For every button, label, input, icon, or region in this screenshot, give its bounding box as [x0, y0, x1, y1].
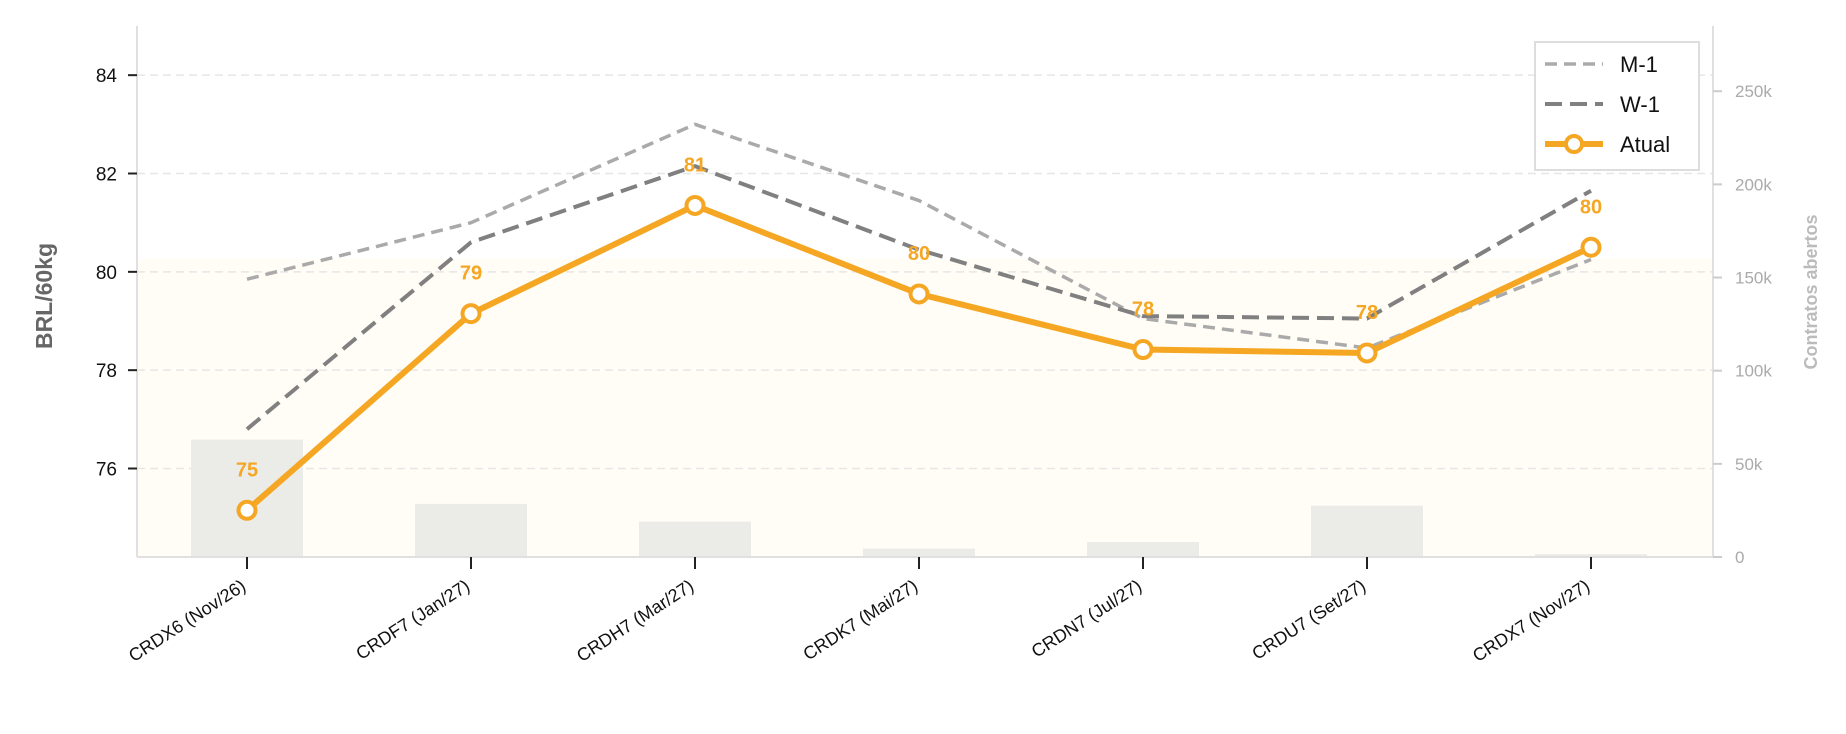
data-labels: 75 79 81 80 78 78 80 [236, 154, 1602, 481]
series-line-w-1 [245, 164, 1592, 431]
series-point-atual [908, 283, 930, 305]
open-interest-bar [415, 503, 527, 557]
y2-tick-label: 200k [1735, 175, 1772, 194]
y2-tick-label: 150k [1735, 269, 1772, 288]
data-label: 78 [1132, 299, 1154, 321]
data-label: 81 [684, 154, 706, 176]
series-point-atual [1580, 236, 1602, 258]
x-tick-label: CRDX6 (Nov/26) [125, 576, 249, 666]
data-label: 78 [1356, 302, 1378, 324]
x-tick-label: CRDH7 (Mar/27) [573, 576, 697, 666]
open-interest-bar [1087, 542, 1199, 557]
y-tick-label: 80 [96, 263, 117, 284]
y2-axis-label: Contratos abertos [1801, 214, 1821, 369]
series-lines [236, 122, 1602, 521]
x-tick-label: CRDU7 (Set/27) [1248, 576, 1369, 664]
x-tick-label: CRDF7 (Jan/27) [352, 576, 473, 664]
open-interest-bar [639, 521, 751, 557]
series-point-atual [1356, 342, 1378, 364]
x-tick-label: CRDN7 (Jul/27) [1028, 576, 1145, 662]
series-point-atual [684, 194, 706, 216]
data-label: 80 [1580, 196, 1602, 218]
series-point-atual [236, 499, 258, 521]
series-line-m-1 [246, 122, 1592, 350]
legend-box [1534, 41, 1700, 171]
x-tick-label: CRDX7 (Nov/27) [1469, 576, 1593, 666]
data-label: 75 [236, 459, 258, 481]
y-tick-label: 82 [96, 165, 117, 186]
y-tick-label: 84 [96, 66, 118, 87]
open-interest-bar [191, 439, 303, 557]
series-point-atual [460, 303, 482, 325]
y2-tick-label: 50k [1735, 455, 1763, 474]
legend-label: W-1 [1620, 92, 1660, 117]
background-band [137, 258, 1713, 557]
y2-tick-label: 0 [1735, 548, 1744, 567]
y-tick-label: 76 [96, 460, 117, 481]
open-interest-bar [1311, 505, 1423, 557]
open-interest-bar [1535, 554, 1647, 557]
data-label: 79 [460, 263, 482, 285]
y2-tick-label: 250k [1735, 82, 1772, 101]
legend-marker [1564, 134, 1584, 154]
y2-tick-label: 100k [1735, 362, 1772, 381]
y-tick-label: 78 [96, 361, 117, 382]
legend-label: M-1 [1620, 52, 1658, 77]
open-interest-bars [191, 439, 1647, 557]
legend: M-1 W-1 Atual [1534, 41, 1700, 171]
y-axis-label: BRL/60kg [31, 243, 57, 349]
x-tick-label: CRDK7 (Mai/27) [800, 576, 922, 665]
open-interest-bar [863, 548, 975, 557]
data-label: 80 [908, 243, 930, 265]
grid [137, 74, 1713, 557]
legend-label: Atual [1620, 132, 1670, 157]
series-point-atual [1132, 339, 1154, 361]
